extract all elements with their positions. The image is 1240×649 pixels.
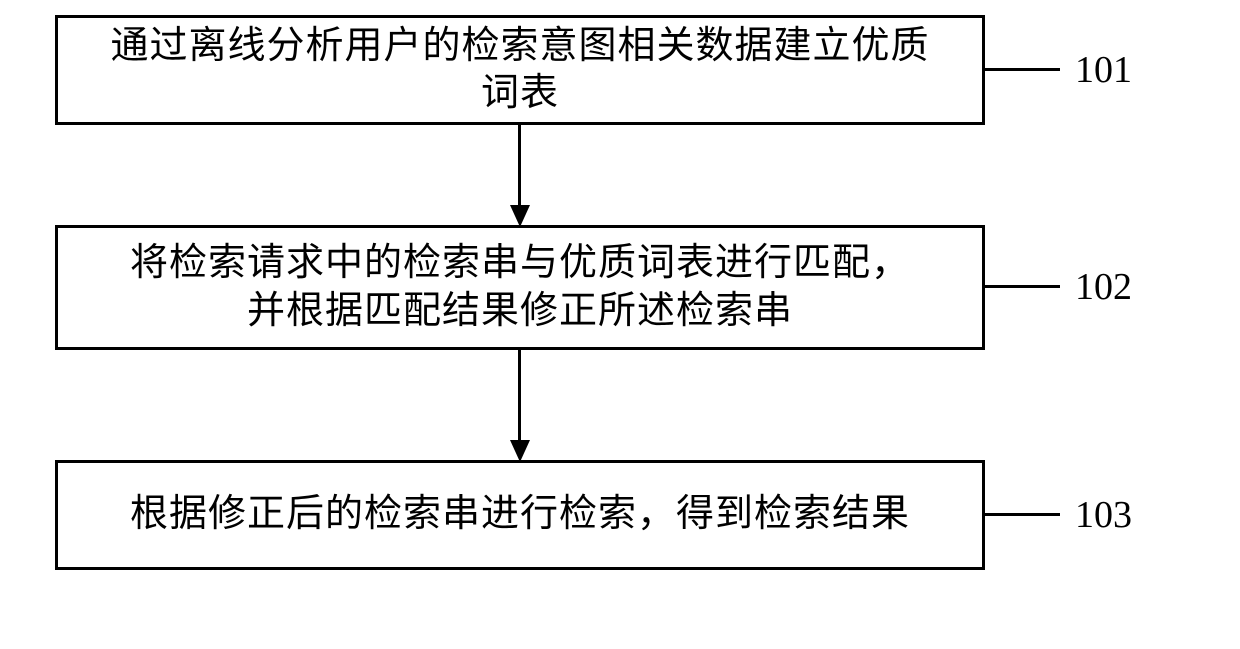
flow-label-103: 103 xyxy=(1075,493,1132,537)
flow-node-101-text: 通过离线分析用户的检索意图相关数据建立优质 词表 xyxy=(110,23,929,118)
flow-node-102-text: 将检索请求中的检索串与优质词表进行匹配， 并根据匹配结果修正所述检索串 xyxy=(130,240,910,335)
flowchart-canvas: 通过离线分析用户的检索意图相关数据建立优质 词表 101 将检索请求中的检索串与… xyxy=(0,0,1240,649)
flow-node-102: 将检索请求中的检索串与优质词表进行匹配， 并根据匹配结果修正所述检索串 xyxy=(55,225,985,350)
edge-101-102 xyxy=(518,125,521,207)
leader-line-102 xyxy=(985,285,1060,288)
edge-102-103 xyxy=(518,350,521,442)
arrowhead-102-103 xyxy=(510,440,530,462)
leader-line-103 xyxy=(985,513,1060,516)
flow-label-102: 102 xyxy=(1075,265,1132,309)
flow-node-101: 通过离线分析用户的检索意图相关数据建立优质 词表 xyxy=(55,15,985,125)
flow-label-101: 101 xyxy=(1075,48,1132,92)
flow-node-103-text: 根据修正后的检索串进行检索，得到检索结果 xyxy=(130,491,910,539)
leader-line-101 xyxy=(985,68,1060,71)
flow-node-103: 根据修正后的检索串进行检索，得到检索结果 xyxy=(55,460,985,570)
arrowhead-101-102 xyxy=(510,205,530,227)
